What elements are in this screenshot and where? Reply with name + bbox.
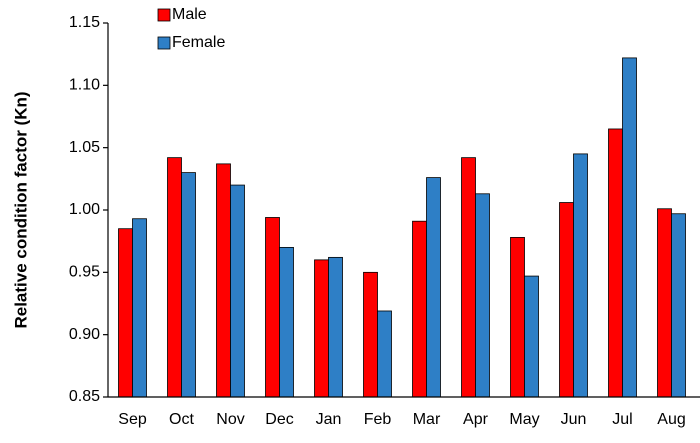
bar	[573, 153, 588, 398]
x-tick-label: Feb	[364, 411, 392, 428]
x-tick-label: Jul	[612, 411, 632, 428]
bar	[279, 246, 294, 398]
bar	[475, 193, 490, 398]
x-tick-label: Sep	[118, 411, 147, 428]
y-tick-label: 1.10	[69, 77, 100, 94]
bar	[314, 259, 329, 398]
bar	[524, 275, 539, 398]
x-tick-label: Nov	[216, 411, 244, 428]
bar	[559, 202, 574, 398]
y-tick-label: 0.95	[69, 264, 100, 281]
bar	[608, 128, 623, 398]
bar	[167, 157, 182, 398]
bar	[118, 228, 133, 398]
bar	[181, 172, 196, 398]
y-tick-label: 1.00	[69, 201, 100, 218]
bar	[363, 271, 378, 398]
bar	[426, 177, 441, 398]
bar	[412, 220, 427, 398]
bar	[216, 163, 231, 398]
bar	[132, 218, 147, 398]
x-tick-label: Aug	[657, 411, 685, 428]
legend-label: Female	[172, 34, 225, 51]
y-tick-label: 0.90	[69, 326, 100, 343]
bar	[657, 208, 672, 398]
legend-swatch	[157, 36, 171, 50]
bar	[461, 157, 476, 398]
x-tick-label: Oct	[169, 411, 194, 428]
legend-label: Male	[172, 6, 207, 23]
x-tick-label: Dec	[265, 411, 293, 428]
legend-swatch	[157, 8, 171, 22]
x-tick-label: Mar	[413, 411, 441, 428]
bar	[377, 310, 392, 398]
x-tick-label: May	[509, 411, 539, 428]
bar	[265, 217, 280, 398]
bar	[230, 184, 245, 398]
y-tick-label: 1.15	[69, 14, 100, 31]
y-tick-label: 0.85	[69, 388, 100, 405]
y-tick-label: 1.05	[69, 139, 100, 156]
bar	[328, 256, 343, 398]
y-axis-label: Relative condition factor (Kn)	[11, 91, 30, 328]
x-tick-label: Jun	[561, 411, 587, 428]
bar	[510, 237, 525, 398]
bar	[671, 213, 686, 398]
bar	[622, 57, 637, 398]
x-tick-label: Apr	[463, 411, 489, 428]
x-tick-label: Jan	[316, 411, 342, 428]
